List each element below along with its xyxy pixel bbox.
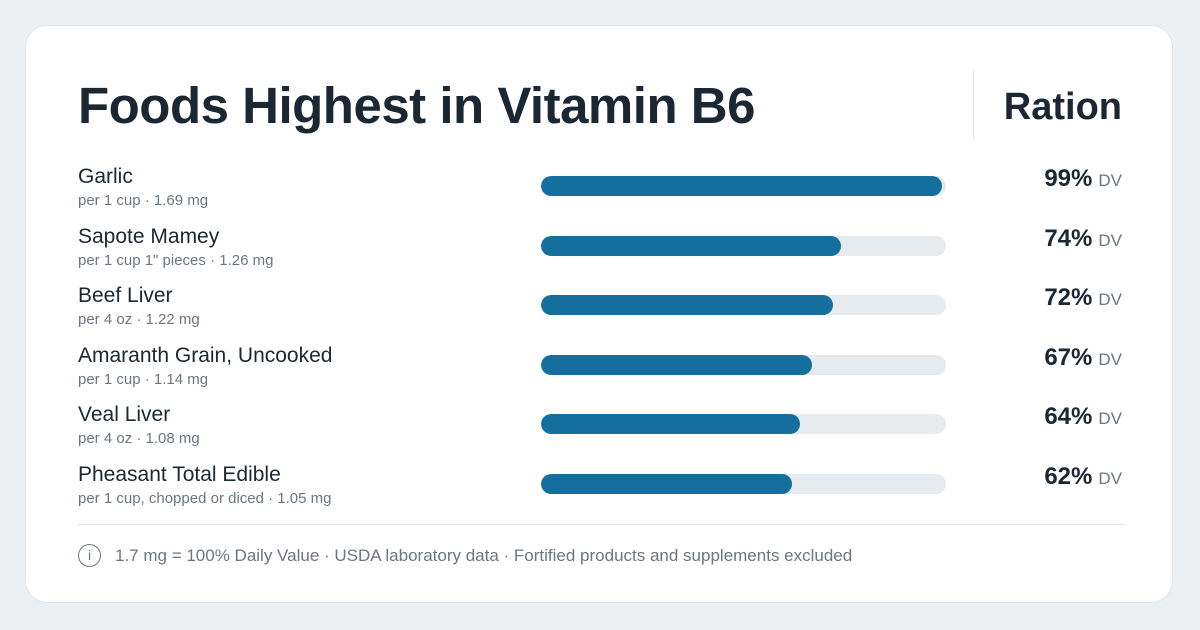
bar-row: Beef Liver per 4 oz · 1.22 mg 72% DV (26, 283, 1172, 343)
food-name: Veal Liver (78, 403, 171, 427)
food-name: Pheasant Total Edible (78, 463, 281, 486)
page-title: Foods Highest in Vitamin B6 (78, 77, 755, 134)
footnote: 1.7 mg = 100% Daily Value · USDA laborat… (115, 546, 853, 565)
value-label: 72% DV (1044, 283, 1122, 316)
percent-value: 67% (1044, 343, 1093, 371)
bar-fill (541, 176, 942, 196)
info-icon: i (78, 544, 101, 567)
dv-unit: DV (1098, 349, 1122, 369)
percent-value: 62% (1044, 463, 1093, 490)
value-label: 64% DV (1044, 402, 1122, 435)
bar-track (541, 235, 946, 256)
food-name: Sapote Mamey (78, 224, 220, 248)
food-serving: per 1 cup · 1.14 mg (78, 370, 209, 388)
bar-row: Veal Liver per 4 oz · 1.08 mg 64% DV (26, 402, 1172, 462)
food-name: Amaranth Grain, Uncooked (78, 343, 333, 367)
percent-value: 64% (1044, 403, 1093, 431)
food-name: Garlic (78, 165, 133, 188)
bar-fill (541, 474, 793, 494)
bar-track (541, 295, 946, 316)
bar-fill (541, 235, 841, 256)
bar-row: Amaranth Grain, Uncooked per 1 cup · 1.14… (26, 343, 1172, 403)
bar-track (541, 474, 946, 494)
food-serving: per 4 oz · 1.08 mg (78, 430, 200, 448)
footer-divider (78, 524, 1125, 525)
bar-track (541, 176, 946, 196)
bar-track (541, 414, 946, 435)
bar-track (541, 354, 946, 375)
food-serving: per 1 cup 1" pieces · 1.26 mg (78, 251, 274, 269)
food-serving: per 1 cup, chopped or diced · 1.05 mg (78, 490, 332, 507)
dv-unit: DV (1098, 409, 1122, 429)
value-label: 74% DV (1044, 224, 1122, 257)
bar-row: Sapote Mamey per 1 cup 1" pieces · 1.26 m… (26, 224, 1172, 284)
value-label: 99% DV (1044, 164, 1122, 197)
percent-value: 72% (1044, 284, 1093, 312)
brand-logo: Ration (1003, 86, 1122, 128)
dv-unit: DV (1098, 469, 1122, 488)
card: Foods Highest in Vitamin B6 Ration Garli… (25, 25, 1173, 603)
percent-value: 99% (1044, 165, 1093, 192)
bar-row: Garlic per 1 cup · 1.69 mg 99% DV (26, 164, 1172, 224)
bar-list: Garlic per 1 cup · 1.69 mg 99% DV Sapote Mam… (26, 26, 1172, 602)
food-name: Beef Liver (78, 284, 173, 308)
food-serving: per 4 oz · 1.22 mg (78, 311, 200, 329)
food-serving: per 1 cup · 1.69 mg (78, 192, 209, 209)
dv-unit: DV (1098, 230, 1122, 250)
value-label: 67% DV (1044, 343, 1122, 376)
bar-row: Pheasant Total Edible per 1 cup, chopped … (26, 462, 1172, 522)
header-divider (973, 70, 974, 140)
percent-value: 74% (1044, 224, 1093, 252)
bar-fill (541, 295, 833, 316)
value-label: 62% DV (1044, 462, 1122, 495)
bar-fill (541, 414, 801, 435)
dv-unit: DV (1098, 171, 1122, 190)
bar-fill (541, 354, 813, 375)
dv-unit: DV (1098, 290, 1122, 310)
